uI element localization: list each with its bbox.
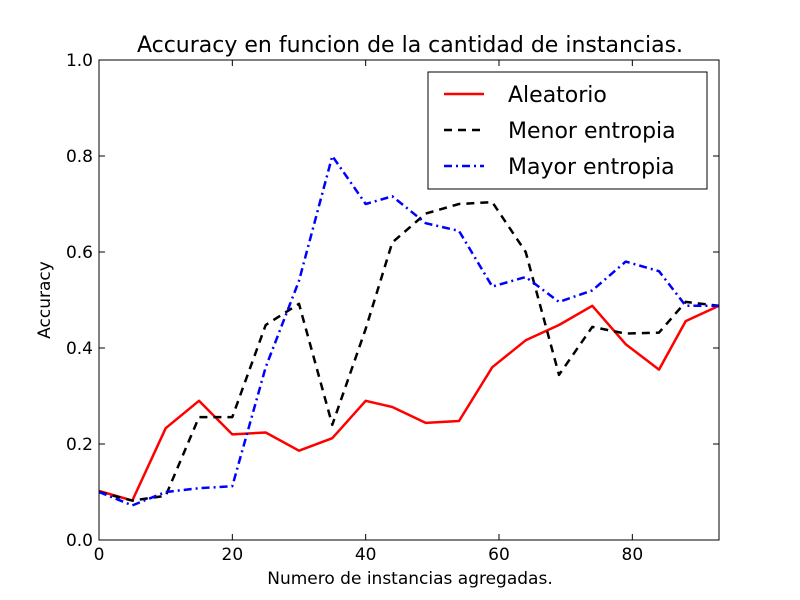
x-tick-label: 80 bbox=[622, 545, 644, 565]
y-tick-label: 1.0 bbox=[66, 51, 93, 71]
plot-border bbox=[98, 59, 720, 541]
series-layer bbox=[98, 154, 720, 507]
x-tick-label: 60 bbox=[488, 545, 510, 565]
legend-label: Aleatorio bbox=[508, 83, 607, 108]
y-axis-label: Accuracy bbox=[35, 261, 55, 339]
legend-label: Menor entropia bbox=[508, 119, 676, 144]
y-tick-label: 0.8 bbox=[66, 147, 93, 167]
x-axis-label: Numero de instancias agregadas. bbox=[267, 569, 553, 589]
y-tick-label: 0.6 bbox=[66, 243, 93, 263]
x-tick-label: 40 bbox=[355, 545, 377, 565]
y-tick-label: 0.4 bbox=[66, 339, 93, 359]
y-axis: 0.0 0.2 0.4 0.6 0.8 1.0 bbox=[66, 51, 719, 551]
y-tick-label: 0.2 bbox=[66, 435, 93, 455]
legend: Aleatorio Menor entropia Mayor entropia bbox=[427, 71, 708, 190]
chart-title: Accuracy en funcion de la cantidad de in… bbox=[137, 33, 683, 58]
x-tick-label: 0 bbox=[94, 545, 105, 565]
x-tick-label: 20 bbox=[222, 545, 244, 565]
series-line-2 bbox=[98, 200, 720, 502]
y-tick-label: 0.0 bbox=[66, 531, 93, 551]
series-line-3 bbox=[98, 154, 719, 507]
legend-label: Mayor entropia bbox=[508, 155, 675, 180]
series-line-1 bbox=[98, 304, 720, 502]
x-axis: 0 20 40 60 80 bbox=[94, 60, 644, 565]
